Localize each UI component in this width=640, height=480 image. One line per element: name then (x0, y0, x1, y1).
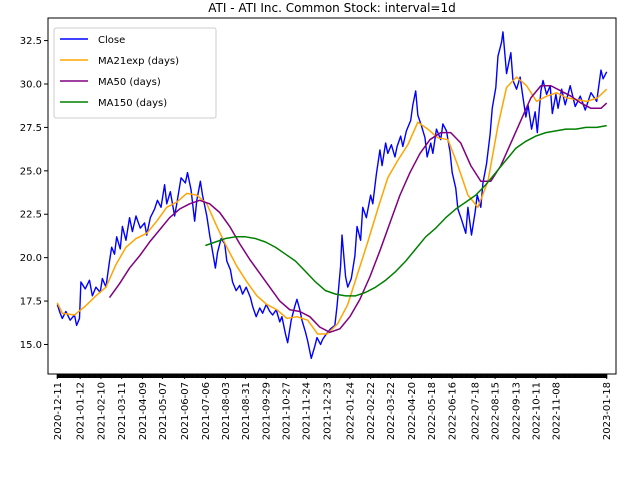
legend-label: MA50 (days) (98, 77, 161, 88)
x-tick-label: 2022-03-22 (386, 382, 397, 440)
y-tick-label: 30.0 (20, 79, 42, 90)
x-tick-label: 2022-02-22 (366, 382, 377, 440)
x-tick-label: 2021-08-31 (241, 382, 252, 440)
chart-title: ATI - ATI Inc. Common Stock: interval=1d (208, 1, 455, 15)
x-tick-label: 2022-01-24 (345, 382, 356, 440)
legend-box (53, 27, 217, 119)
x-tick-label: 2022-11-08 (551, 382, 562, 440)
x-tick-label: 2022-07-18 (471, 382, 482, 440)
legend-label: MA21exp (days) (98, 56, 179, 67)
series-line-ma21exp-days (56, 76, 608, 335)
legend: Close MA21exp (days) MA50 (days) MA150 (day… (53, 27, 217, 119)
x-tick-label: 2021-10-27 (282, 382, 293, 440)
y-tick-label: 17.5 (20, 297, 42, 308)
x-tick-label: 2021-04-09 (138, 382, 149, 440)
legend-label: Close (98, 35, 125, 46)
x-axis: 2020-12-11 2021-01-12 2021-02-10 2021-03-11… (53, 374, 613, 440)
y-tick-label: 25.0 (20, 166, 42, 177)
x-tick-label: 2022-05-18 (427, 382, 438, 440)
x-tick-label: 2022-08-15 (491, 382, 502, 440)
x-tick-label: 2022-09-13 (511, 382, 522, 440)
y-tick-label: 20.0 (20, 253, 42, 264)
series-line-ma50-days (108, 84, 608, 334)
series-lines (56, 31, 608, 360)
y-tick-label: 15.0 (20, 340, 42, 351)
x-tick-label: 2021-07-06 (201, 382, 212, 440)
y-tick-label: 32.5 (20, 36, 42, 47)
x-tick-label: 2021-03-11 (117, 382, 128, 440)
x-tick-label: 2020-12-11 (53, 382, 64, 440)
series-line-ma150-days (205, 124, 607, 297)
x-tick-label: 2023-01-18 (602, 382, 613, 440)
x-tick-label: 2022-04-20 (407, 382, 418, 440)
plot-area: 15.0 17.5 20.0 22.5 25.0 27.5 30.0 32.5 2020-12… (20, 17, 617, 440)
x-tick-label: 2021-01-12 (76, 382, 87, 440)
series-line-close (56, 31, 608, 360)
legend-label: MA150 (days) (98, 98, 167, 109)
x-tick-label: 2021-06-07 (180, 382, 191, 440)
x-tick-label: 2022-10-11 (531, 382, 542, 440)
y-tick-label: 27.5 (20, 123, 42, 134)
x-tick-label: 2021-12-23 (322, 382, 333, 440)
x-tick-label: 2021-08-03 (221, 382, 232, 440)
x-tick-label: 2021-05-07 (158, 382, 169, 440)
y-tick-label: 22.5 (20, 210, 42, 221)
x-tick-label: 2021-02-10 (96, 382, 107, 440)
x-tick-label: 2022-06-16 (448, 382, 459, 440)
x-tick-label: 2021-11-24 (302, 382, 313, 440)
y-axis: 15.0 17.5 20.0 22.5 25.0 27.5 30.0 32.5 (20, 36, 48, 351)
x-tick-label: 2021-09-29 (262, 382, 273, 440)
